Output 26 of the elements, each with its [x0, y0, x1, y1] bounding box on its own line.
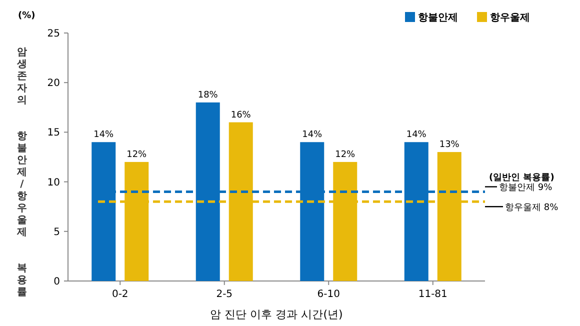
y-tick-label: 10 — [47, 177, 60, 188]
x-tick-label: 6-10 — [317, 289, 340, 300]
y-tick-label: 25 — [47, 28, 60, 40]
data-label: 16% — [230, 110, 252, 120]
y-tick-label: 15 — [47, 128, 60, 139]
x-tick-label: 0-2 — [112, 289, 128, 300]
text: 암생존자의 항불안제/항우울제 복용률 — [17, 47, 27, 298]
ref-line-label: 항불안제 9% — [499, 182, 553, 193]
x-tick-label: 2-5 — [216, 289, 233, 300]
legend-label: 항불안제 — [418, 12, 458, 24]
text: (일반인 복용률) — [489, 173, 554, 183]
data-label: 13% — [439, 140, 460, 150]
data-label: 12% — [126, 150, 148, 160]
y-tick-label: 5 — [54, 226, 60, 238]
data-label: 14% — [302, 130, 323, 140]
y-tick-label: 0 — [54, 276, 60, 288]
data-label: 12% — [335, 150, 356, 160]
data-label: 18% — [198, 90, 218, 100]
legend-label: 항우울제 — [490, 12, 530, 24]
ref-line-label: 항우울제 8% — [505, 202, 559, 213]
text: (%) — [18, 11, 36, 21]
y-tick-label: 20 — [47, 78, 60, 90]
x-axis-title: 암 진단 이후 경과 시간(년) — [210, 308, 343, 321]
data-label: 14% — [94, 130, 114, 140]
data-label: 14% — [406, 130, 427, 140]
x-tick-label: 11-81 — [418, 289, 448, 300]
